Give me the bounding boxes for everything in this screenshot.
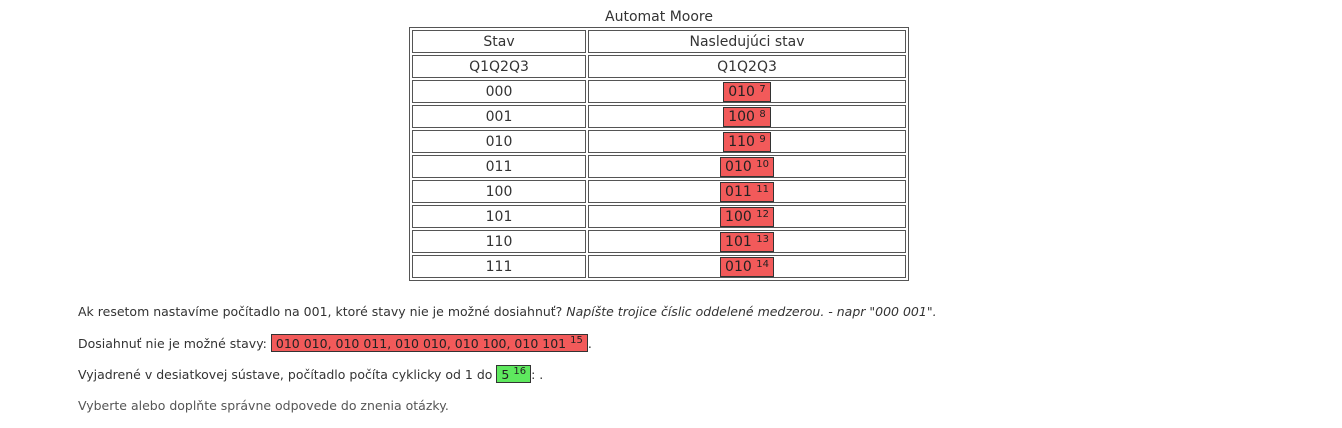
table-row: 100 011 11 bbox=[412, 180, 906, 203]
question-number: 16 bbox=[513, 366, 527, 377]
table-subheader-row: Q1Q2Q3 Q1Q2Q3 bbox=[412, 55, 906, 78]
question-text: Ak resetom nastavíme počítadlo na 001, k… bbox=[78, 304, 937, 319]
answer-value[interactable]: 010 bbox=[728, 83, 755, 100]
decimal-count-line: Vyjadrené v desiatkovej sústave, počítad… bbox=[78, 365, 543, 383]
unreachable-answer-wrong[interactable]: 010 010, 010 011, 010 010, 010 100, 010 … bbox=[270, 334, 588, 352]
state-cell: 101 bbox=[412, 205, 586, 228]
question-number: 9 bbox=[759, 133, 766, 145]
question-hint: Napíšte trojice číslic oddelené medzerou… bbox=[566, 304, 937, 319]
table-row: 010 110 9 bbox=[412, 130, 906, 153]
question-number: 7 bbox=[759, 83, 766, 95]
answer-value[interactable]: 010 bbox=[725, 158, 752, 175]
table-row: 011 010 10 bbox=[412, 155, 906, 178]
state-cell: 011 bbox=[412, 155, 586, 178]
next-state-cell: 100 8 bbox=[588, 105, 906, 128]
table-row: 110 101 13 bbox=[412, 230, 906, 253]
question-number: 12 bbox=[756, 208, 769, 220]
decimal-suffix: : . bbox=[531, 367, 544, 382]
answer-value[interactable]: 011 bbox=[725, 183, 752, 200]
table-caption: Automat Moore bbox=[605, 9, 713, 25]
unreachable-suffix: . bbox=[587, 336, 592, 351]
next-state-cell: 010 10 bbox=[588, 155, 906, 178]
answer-value[interactable]: 100 bbox=[725, 208, 752, 225]
footer-instruction: Vyberte alebo doplňte správne odpovede d… bbox=[78, 398, 449, 413]
answer-input-wrong[interactable]: 100 8 bbox=[723, 106, 771, 127]
answer-value[interactable]: 110 bbox=[728, 133, 755, 150]
state-cell: 110 bbox=[412, 230, 586, 253]
question-number: 10 bbox=[756, 158, 769, 170]
answer-value[interactable]: 100 bbox=[728, 108, 755, 125]
moore-table: Stav Nasledujúci stav Q1Q2Q3 Q1Q2Q3 000 … bbox=[409, 27, 909, 281]
table-row: 000 010 7 bbox=[412, 80, 906, 103]
state-cell: 001 bbox=[412, 105, 586, 128]
table-header-row: Stav Nasledujúci stav bbox=[412, 30, 906, 53]
next-state-cell: 010 7 bbox=[588, 80, 906, 103]
decimal-answer-correct[interactable]: 5 16 bbox=[496, 365, 532, 383]
question-number: 13 bbox=[756, 233, 769, 245]
question-number: 15 bbox=[570, 335, 583, 346]
table-row: 001 100 8 bbox=[412, 105, 906, 128]
next-state-cell: 100 12 bbox=[588, 205, 906, 228]
state-cell: 000 bbox=[412, 80, 586, 103]
subheader-state: Q1Q2Q3 bbox=[412, 55, 586, 78]
state-cell: 010 bbox=[412, 130, 586, 153]
next-state-cell: 010 14 bbox=[588, 255, 906, 278]
table-row: 111 010 14 bbox=[412, 255, 906, 278]
question-prompt: Ak resetom nastavíme počítadlo na 001, k… bbox=[78, 304, 567, 319]
question-number: 8 bbox=[759, 108, 766, 120]
question-number: 11 bbox=[756, 183, 769, 195]
answer-input-wrong[interactable]: 110 9 bbox=[723, 131, 771, 152]
answer-value[interactable]: 010 010, 010 011, 010 010, 010 100, 010 … bbox=[275, 336, 567, 351]
answer-input-wrong[interactable]: 010 10 bbox=[720, 156, 774, 177]
answer-input-wrong[interactable]: 010 7 bbox=[723, 81, 771, 102]
state-cell: 100 bbox=[412, 180, 586, 203]
moore-automaton-table-block: Automat Moore Stav Nasledujúci stav Q1Q2… bbox=[409, 8, 909, 281]
answer-input-wrong[interactable]: 011 11 bbox=[720, 181, 774, 202]
unreachable-states-line: Dosiahnuť nie je možné stavy: 010 010, 0… bbox=[78, 334, 592, 352]
state-cell: 111 bbox=[412, 255, 586, 278]
decimal-label: Vyjadrené v desiatkovej sústave, počítad… bbox=[78, 367, 497, 382]
table-row: 101 100 12 bbox=[412, 205, 906, 228]
subheader-next-state: Q1Q2Q3 bbox=[588, 55, 906, 78]
question-number: 14 bbox=[756, 258, 769, 270]
answer-input-wrong[interactable]: 100 12 bbox=[720, 206, 774, 227]
answer-value[interactable]: 5 bbox=[501, 367, 510, 382]
next-state-cell: 011 11 bbox=[588, 180, 906, 203]
answer-value[interactable]: 101 bbox=[725, 233, 752, 250]
next-state-cell: 101 13 bbox=[588, 230, 906, 253]
header-next-state: Nasledujúci stav bbox=[588, 30, 906, 53]
unreachable-label: Dosiahnuť nie je možné stavy: bbox=[78, 336, 271, 351]
answer-input-wrong[interactable]: 101 13 bbox=[720, 231, 774, 252]
answer-input-wrong[interactable]: 010 14 bbox=[720, 256, 774, 277]
answer-value[interactable]: 010 bbox=[725, 258, 752, 275]
next-state-cell: 110 9 bbox=[588, 130, 906, 153]
header-state: Stav bbox=[412, 30, 586, 53]
